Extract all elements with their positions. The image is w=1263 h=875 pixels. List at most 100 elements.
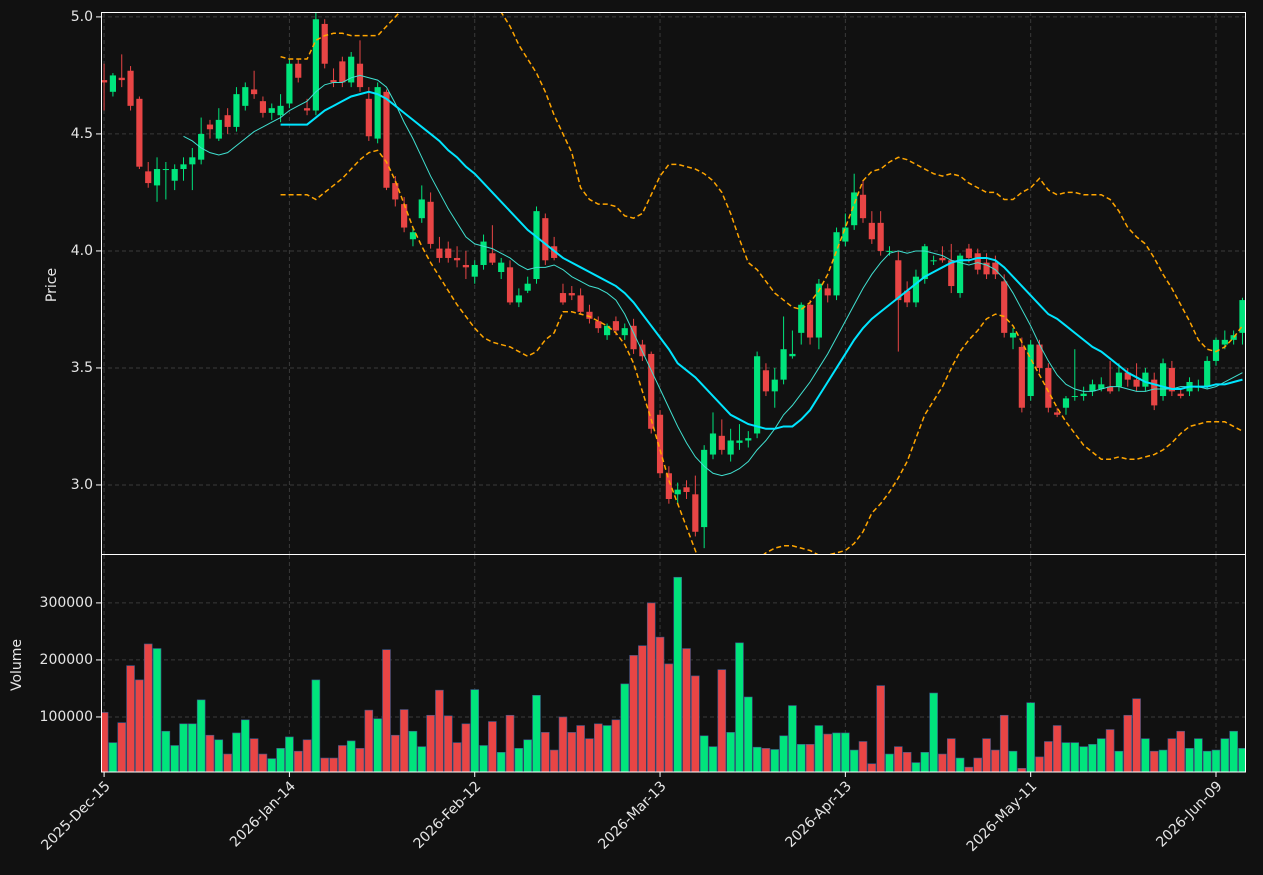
candle-body: [409, 232, 417, 240]
volume-bar: [938, 753, 947, 772]
candle-body: [268, 108, 275, 113]
candle-body: [189, 157, 196, 165]
candle-body: [259, 101, 267, 113]
volume-bar: [744, 696, 753, 772]
y-tick-label: 4.5: [71, 126, 93, 142]
candle-body: [1151, 379, 1158, 406]
candle-body: [709, 433, 717, 455]
candle-body: [445, 248, 452, 258]
volume-bar: [293, 750, 303, 772]
candle-body: [789, 353, 796, 357]
candle-body: [956, 255, 964, 294]
volume-bar: [735, 642, 744, 772]
volume-bar: [1114, 750, 1124, 772]
candle-body: [639, 344, 646, 357]
candle-body: [198, 133, 205, 160]
candle-body: [1089, 384, 1096, 392]
candle-body: [374, 87, 381, 139]
volume-bar: [832, 732, 841, 772]
volume-bar: [346, 740, 356, 772]
candle-body: [727, 440, 734, 455]
volume-bar: [223, 753, 232, 772]
volume-bar: [708, 746, 718, 772]
volume-bar: [593, 723, 603, 772]
volume-bar: [602, 725, 612, 772]
candle-body: [524, 283, 531, 291]
volume-bar: [258, 753, 268, 772]
candle-body: [886, 250, 893, 252]
volume-bar: [673, 576, 682, 772]
candle-body: [630, 325, 637, 350]
candle-body: [965, 248, 972, 258]
candle-body: [1098, 384, 1105, 390]
x-tick-label: 2026-Jan-14: [227, 778, 299, 850]
volume-bar: [117, 722, 127, 772]
volume-bar: [858, 741, 868, 772]
volume-bar: [929, 692, 938, 772]
volume-bar: [1088, 744, 1097, 772]
candle-body: [1133, 379, 1140, 387]
volume-bar: [214, 739, 224, 772]
price-axis-label: Price: [44, 268, 60, 302]
volume-bar: [1079, 746, 1088, 772]
volume-bar: [373, 718, 382, 772]
candle-body: [612, 321, 620, 331]
candle-body: [348, 56, 355, 83]
candle-body: [815, 283, 822, 338]
x-tick-label: 2025-Dec-15: [38, 778, 113, 853]
candle-body: [498, 262, 505, 273]
volume-bar: [329, 757, 338, 772]
volume-bar: [841, 732, 850, 772]
candle-body: [286, 63, 293, 104]
volume-bar: [1097, 738, 1106, 772]
candle-body: [392, 183, 399, 200]
candle-body: [1080, 393, 1087, 397]
volume-bar: [143, 643, 153, 772]
candle-body: [754, 356, 761, 434]
y-tick-label: 4.0: [71, 243, 93, 259]
volume-bar: [638, 645, 647, 772]
candle-body: [798, 304, 805, 333]
candle-body: [806, 304, 814, 338]
candle-body: [136, 98, 143, 167]
candle-body: [912, 276, 920, 303]
volume-bar: [205, 734, 215, 772]
volume-bar: [541, 732, 550, 772]
candle-body: [921, 246, 928, 280]
candle-body: [1142, 372, 1149, 387]
volume-bar: [267, 758, 277, 772]
candle-body: [621, 328, 628, 336]
volume-bar: [814, 725, 824, 772]
volume-bar: [1229, 730, 1238, 772]
candle-body: [701, 449, 708, 528]
volume-bar: [646, 602, 656, 772]
candle-body: [339, 61, 346, 83]
volume-bar: [796, 744, 806, 772]
candle-body: [109, 75, 117, 92]
candle-body: [427, 201, 434, 244]
volume-bar: [770, 749, 780, 772]
candle-body: [568, 293, 575, 296]
volume-axis-label: Volume: [9, 639, 25, 691]
candle-body: [1230, 335, 1237, 340]
candle-body: [453, 257, 461, 261]
candle-body: [851, 192, 858, 226]
candle-body: [665, 473, 672, 500]
volume-bar: [1167, 738, 1177, 772]
candle-body: [153, 169, 161, 186]
candle-body: [824, 288, 831, 296]
candle-body: [559, 293, 567, 303]
volume-bar: [152, 648, 162, 772]
volume-bar: [285, 736, 294, 772]
candle-body: [1159, 363, 1167, 397]
volume-bar: [426, 714, 435, 772]
y-tick-label: 3.5: [71, 360, 93, 376]
volume-bar: [532, 694, 541, 772]
candle-body: [586, 311, 593, 319]
volume-bar: [101, 712, 109, 772]
candle-body: [1018, 346, 1025, 408]
candle-body: [101, 80, 108, 83]
volume-bar: [443, 715, 453, 772]
candle-body: [162, 169, 169, 171]
